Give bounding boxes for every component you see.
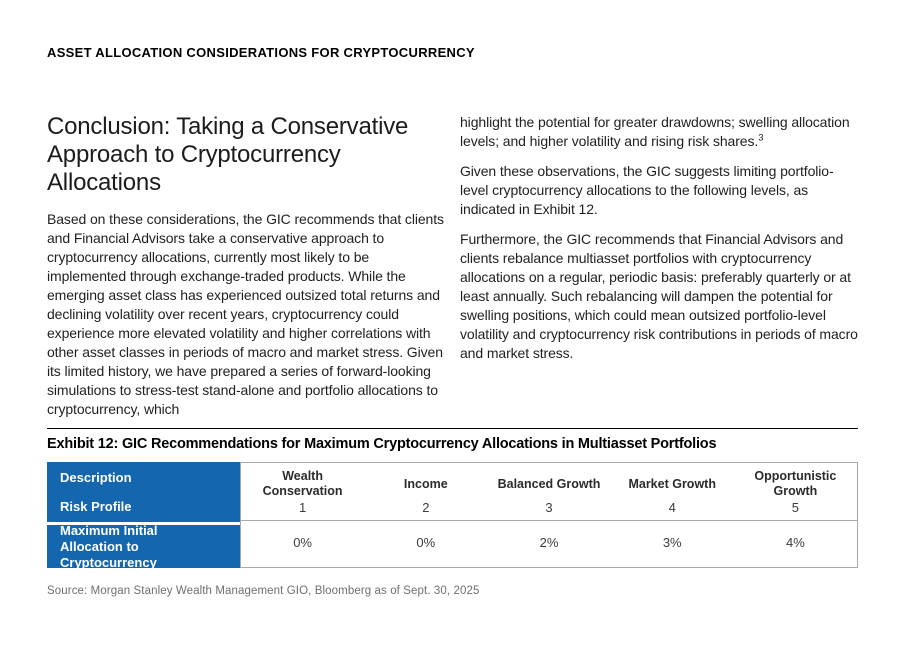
column-description: Opportunistic Growth xyxy=(754,469,837,498)
column-risk-profile: 2 xyxy=(422,500,430,515)
column-description: Market Growth xyxy=(628,476,716,491)
paragraph: Based on these considerations, the GIC r… xyxy=(47,211,444,417)
left-column-text: Based on these considerations, the GIC r… xyxy=(47,210,445,419)
exhibit-title: Exhibit 12: GIC Recommendations for Maxi… xyxy=(47,436,717,452)
table-column-wealth-conservation: Wealth Conservation 1 xyxy=(241,463,364,520)
allocation-value: 3% xyxy=(662,535,682,550)
column-risk-profile: 1 xyxy=(298,500,307,515)
page-title: Conclusion: Taking a Conservative Approa… xyxy=(47,113,409,196)
label-max-allocation: Maximum Initial Allocation to Cryptocurr… xyxy=(60,522,158,570)
section-eyebrow: ASSET ALLOCATION CONSIDERATIONS FOR CRYP… xyxy=(47,45,475,60)
table-data-area: Wealth Conservation 1 Income 2 Balanced … xyxy=(240,462,858,568)
paragraph: Given these observations, the GIC sugges… xyxy=(460,163,834,217)
exhibit-divider-rule xyxy=(47,428,858,429)
paragraph: Furthermore, the GIC recommends that Fin… xyxy=(460,231,858,361)
footnote-marker: 3 xyxy=(758,132,764,144)
table-label-column: Description Risk Profile Maximum Initial… xyxy=(47,462,240,570)
right-column-text: highlight the potential for greater draw… xyxy=(460,113,858,363)
allocation-value: 2% xyxy=(539,535,559,550)
table-header-row: Wealth Conservation 1 Income 2 Balanced … xyxy=(241,463,857,521)
column-risk-profile: 4 xyxy=(668,500,676,515)
label-description: Description xyxy=(60,470,132,485)
table-label-cell-header: Description Risk Profile xyxy=(47,462,240,522)
right-column: highlight the potential for greater draw… xyxy=(460,113,858,419)
two-column-body: Conclusion: Taking a Conservative Approa… xyxy=(47,113,858,419)
table-column-opportunistic-growth: Opportunistic Growth 5 xyxy=(734,463,857,520)
allocation-value: 0% xyxy=(293,535,312,550)
label-risk-profile: Risk Profile xyxy=(60,499,132,514)
table-column-market-growth: Market Growth 4 xyxy=(611,463,734,520)
column-risk-profile: 5 xyxy=(791,500,800,515)
column-description: Balanced Growth xyxy=(497,476,601,491)
paragraph: highlight the potential for greater draw… xyxy=(460,113,858,151)
column-risk-profile: 3 xyxy=(545,500,553,515)
allocation-value: 0% xyxy=(416,535,436,550)
table-column-income: Income 2 xyxy=(364,463,487,520)
table-column-balanced-growth: Balanced Growth 3 xyxy=(487,463,610,520)
source-attribution: Source: Morgan Stanley Wealth Management… xyxy=(47,585,480,597)
column-description: Wealth Conservation xyxy=(262,469,343,498)
table-value-row: 0% 0% 2% 3% 4% xyxy=(241,521,857,564)
paragraph-text: highlight the potential for greater draw… xyxy=(460,114,850,149)
column-description: Income xyxy=(403,476,448,491)
exhibit-table: Description Risk Profile Maximum Initial… xyxy=(47,462,858,570)
left-column: Conclusion: Taking a Conservative Approa… xyxy=(47,113,445,419)
table-label-cell-allocation: Maximum Initial Allocation to Cryptocurr… xyxy=(47,522,240,570)
allocation-value: 4% xyxy=(786,535,805,550)
